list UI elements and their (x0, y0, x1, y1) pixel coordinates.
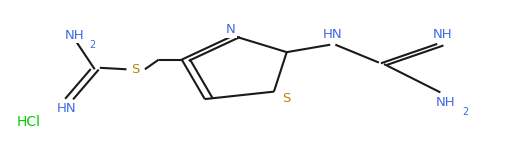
Text: HN: HN (57, 101, 76, 115)
Text: NH: NH (433, 28, 453, 41)
Text: HN: HN (323, 28, 343, 41)
Text: 2: 2 (89, 40, 95, 50)
Text: 2: 2 (462, 107, 468, 118)
Text: HCl: HCl (16, 115, 40, 129)
Text: NH: NH (65, 28, 84, 42)
Text: S: S (283, 92, 291, 105)
Text: S: S (132, 63, 140, 76)
Text: N: N (225, 22, 236, 36)
Text: NH: NH (436, 96, 455, 109)
